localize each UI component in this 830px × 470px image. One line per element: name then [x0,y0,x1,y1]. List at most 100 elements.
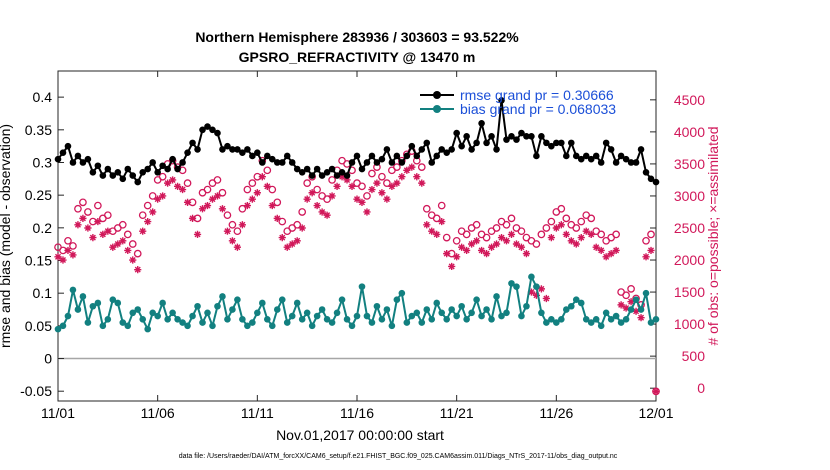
x-tick-label: 11/11 [241,405,274,421]
rmse-marker [438,146,446,153]
bias-marker [627,306,635,313]
obs-assimilated-marker [552,224,560,232]
obs-possible-marker [452,236,461,245]
rmse-marker [268,155,276,163]
obs-assimilated-marker [522,250,531,258]
obs-assimilated-marker [343,176,351,184]
bias-marker [264,316,271,323]
obs-assimilated-marker [64,246,72,255]
obs-assimilated-marker [243,201,251,210]
bias-marker [448,306,455,313]
obs-assimilated-marker [288,240,296,248]
rmse-marker [483,139,490,147]
obs-assimilated-marker [562,230,570,238]
x-tick-label: 11/01 [41,405,75,421]
right-axis: 0 500 1000 1500 2000 2500 3000 3500 4000 4500 [650,92,705,396]
rmse-marker [254,149,261,156]
obs-assimilated-marker [149,208,157,216]
rmse-marker [99,172,107,179]
y2-tick-label: 2000 [674,252,705,268]
bias-marker [463,316,470,323]
bias-marker [174,316,181,323]
left-axis: -0.05 0 0.05 0.1 0.15 0.2 0.25 0.3 0.35 0.4 [20,89,64,399]
obs-assimilated-marker [129,256,137,264]
rmse-marker [642,168,650,176]
rmse-marker [288,159,296,166]
rmse-marker [69,159,77,166]
rmse-marker [493,146,500,153]
obs-possible-marker [482,233,491,242]
rmse-marker [637,146,645,153]
obs-possible-marker [293,220,302,229]
y2-axis-label: # of obs: o=possible; ×=assimilated [705,126,721,345]
obs-assimilated-marker [258,173,266,181]
obs-possible-marker [143,201,152,210]
bias-marker [64,312,72,320]
obs-assimilated-marker [323,211,331,219]
bias-marker [597,322,605,330]
rmse-marker [119,175,127,183]
obs-assimilated-marker [477,246,486,255]
rmse-marker [558,139,565,147]
rmse-marker [283,152,291,160]
obs-possible-marker [597,230,606,239]
bias-marker [438,309,446,317]
bias-marker [378,316,386,323]
obs-possible-marker [547,217,556,226]
obs-assimilated-marker [94,217,102,226]
obs-possible-marker [587,214,596,223]
legend-rmse-label: rmse grand pr = 0.30666 [460,87,614,103]
bias-marker [154,312,161,320]
bias-marker [558,316,565,323]
rmse-marker [184,149,191,156]
rmse-marker [627,159,635,166]
bias-marker [577,299,585,307]
bias-marker [144,325,151,333]
bias-marker [393,296,401,304]
y-tick-label: 0 [44,351,52,367]
obs-possible-marker [69,242,77,250]
x-tick-label: 11/26 [539,405,573,421]
obs-possible-marker [432,214,441,223]
obs-possible-marker [313,185,321,194]
y2-tick-label: 1500 [674,284,705,300]
bias-marker [443,316,451,323]
bias-marker [333,309,341,317]
bias-marker [622,316,630,323]
rmse-marker [54,155,62,163]
bias-marker [373,302,381,310]
rmse-marker [144,165,151,173]
obs-assimilated-marker [223,227,232,235]
obs-possible-marker [577,217,586,226]
obs-assimilated-marker [428,227,436,235]
obs-assimilated-marker [577,234,585,242]
obs-assimilated-marker [542,294,550,303]
rmse-marker [169,155,176,163]
obs-possible-marker [507,214,516,223]
obs-possible-series [54,147,660,396]
obs-possible-marker [133,249,142,258]
rmse-marker [413,152,421,160]
rmse-marker [234,146,241,153]
bias-marker [219,293,226,300]
bias-marker [428,316,436,323]
rmse-marker [433,152,441,160]
obs-assimilated-marker [268,201,276,210]
bias-marker [129,309,137,317]
rmse-marker [328,165,336,173]
rmse-marker [508,133,515,140]
bias-marker [59,322,67,330]
rmse-marker [59,149,67,156]
obs-assimilated-marker [208,195,217,203]
obs-possible-marker [417,163,426,171]
obs-assimilated-marker [159,192,167,200]
bias-marker [423,306,431,313]
y-tick-label: 0.4 [33,89,53,105]
series-layer [54,97,660,396]
obs-assimilated-marker [298,224,306,232]
obs-assimilated-marker [154,195,162,203]
rmse-marker [503,136,510,143]
bias-marker [114,299,122,307]
bias-marker [234,296,241,304]
obs-possible-marker [218,188,227,197]
